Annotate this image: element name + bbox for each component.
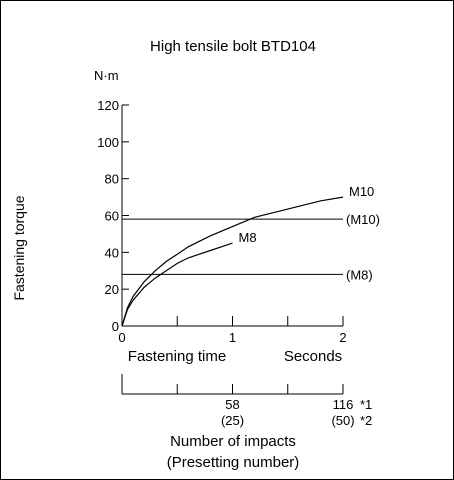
y-tick-label: 40 — [105, 245, 119, 260]
series-label: M8 — [239, 230, 257, 245]
series-line — [121, 196, 344, 327]
x-axis-label: Fastening time — [128, 348, 226, 365]
presetting-tick-label: (50) — [331, 413, 354, 428]
y-tick-label: 100 — [97, 135, 119, 150]
x-axis-unit: Seconds — [284, 348, 342, 365]
secondary-axis: 58(25) 116(50) *1*2 — [121, 374, 372, 428]
footnote-mark: *1 — [360, 397, 372, 412]
series-line — [121, 242, 233, 327]
x-tick-label: 2 — [339, 330, 346, 345]
y-tick-label: 0 — [112, 319, 119, 334]
y-axis-unit: N·m — [94, 68, 119, 83]
y-tick-label: 20 — [105, 282, 119, 297]
secondary-axis-subtitle: (Presetting number) — [167, 454, 300, 471]
plot-area: 0 20 40 60 80 100 120 0 1 2 (M10) (M8) M10 M8 — [97, 98, 380, 345]
series-label: M10 — [349, 184, 374, 199]
impacts-tick-label: 58 — [225, 397, 239, 412]
y-tick-label: 120 — [97, 98, 119, 113]
y-axis-label: Fastening torque — [11, 195, 27, 300]
x-tick-label: 1 — [229, 330, 236, 345]
reference-line-label: (M8) — [346, 267, 373, 282]
reference-line-label: (M10) — [346, 212, 380, 227]
impacts-tick-label: 116 — [333, 397, 354, 412]
secondary-axis-title: Number of impacts — [170, 433, 296, 450]
y-tick-label: 60 — [105, 209, 119, 224]
presetting-tick-label: (25) — [221, 413, 244, 428]
y-tick-label: 80 — [105, 172, 119, 187]
x-tick-label: 0 — [118, 330, 125, 345]
footnote-mark: *2 — [360, 413, 372, 428]
chart-title: High tensile bolt BTD104 — [150, 38, 316, 55]
